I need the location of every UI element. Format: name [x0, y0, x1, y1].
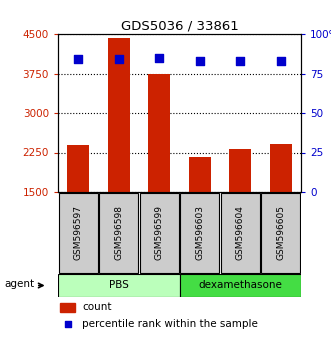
FancyBboxPatch shape [140, 193, 179, 273]
Bar [270, 143, 292, 192]
Bar [229, 149, 251, 192]
FancyBboxPatch shape [59, 193, 98, 273]
Point [75, 56, 81, 62]
Point [238, 58, 243, 64]
Text: GSM596603: GSM596603 [195, 206, 204, 261]
Bar [61, 303, 75, 312]
Text: GSM596605: GSM596605 [276, 206, 285, 261]
Point [157, 55, 162, 61]
Point [65, 321, 71, 327]
FancyBboxPatch shape [261, 193, 300, 273]
Point [197, 58, 202, 64]
Bar [179, 274, 301, 297]
Bar [189, 157, 211, 192]
Bar [58, 274, 179, 297]
Title: GDS5036 / 33861: GDS5036 / 33861 [120, 20, 238, 33]
Text: percentile rank within the sample: percentile rank within the sample [82, 319, 258, 329]
Text: GSM596597: GSM596597 [74, 206, 83, 261]
Text: dexamethasone: dexamethasone [198, 280, 282, 291]
FancyBboxPatch shape [180, 193, 219, 273]
Bar [108, 38, 130, 192]
Bar [148, 74, 170, 192]
Text: GSM596604: GSM596604 [236, 206, 245, 261]
Text: GSM596598: GSM596598 [114, 206, 123, 261]
FancyBboxPatch shape [99, 193, 138, 273]
Text: PBS: PBS [109, 280, 129, 291]
FancyBboxPatch shape [221, 193, 260, 273]
Point [278, 58, 283, 64]
Text: count: count [82, 302, 112, 312]
Point [116, 56, 121, 62]
Text: agent: agent [5, 279, 35, 289]
Text: GSM596599: GSM596599 [155, 206, 164, 261]
Bar [67, 144, 89, 192]
